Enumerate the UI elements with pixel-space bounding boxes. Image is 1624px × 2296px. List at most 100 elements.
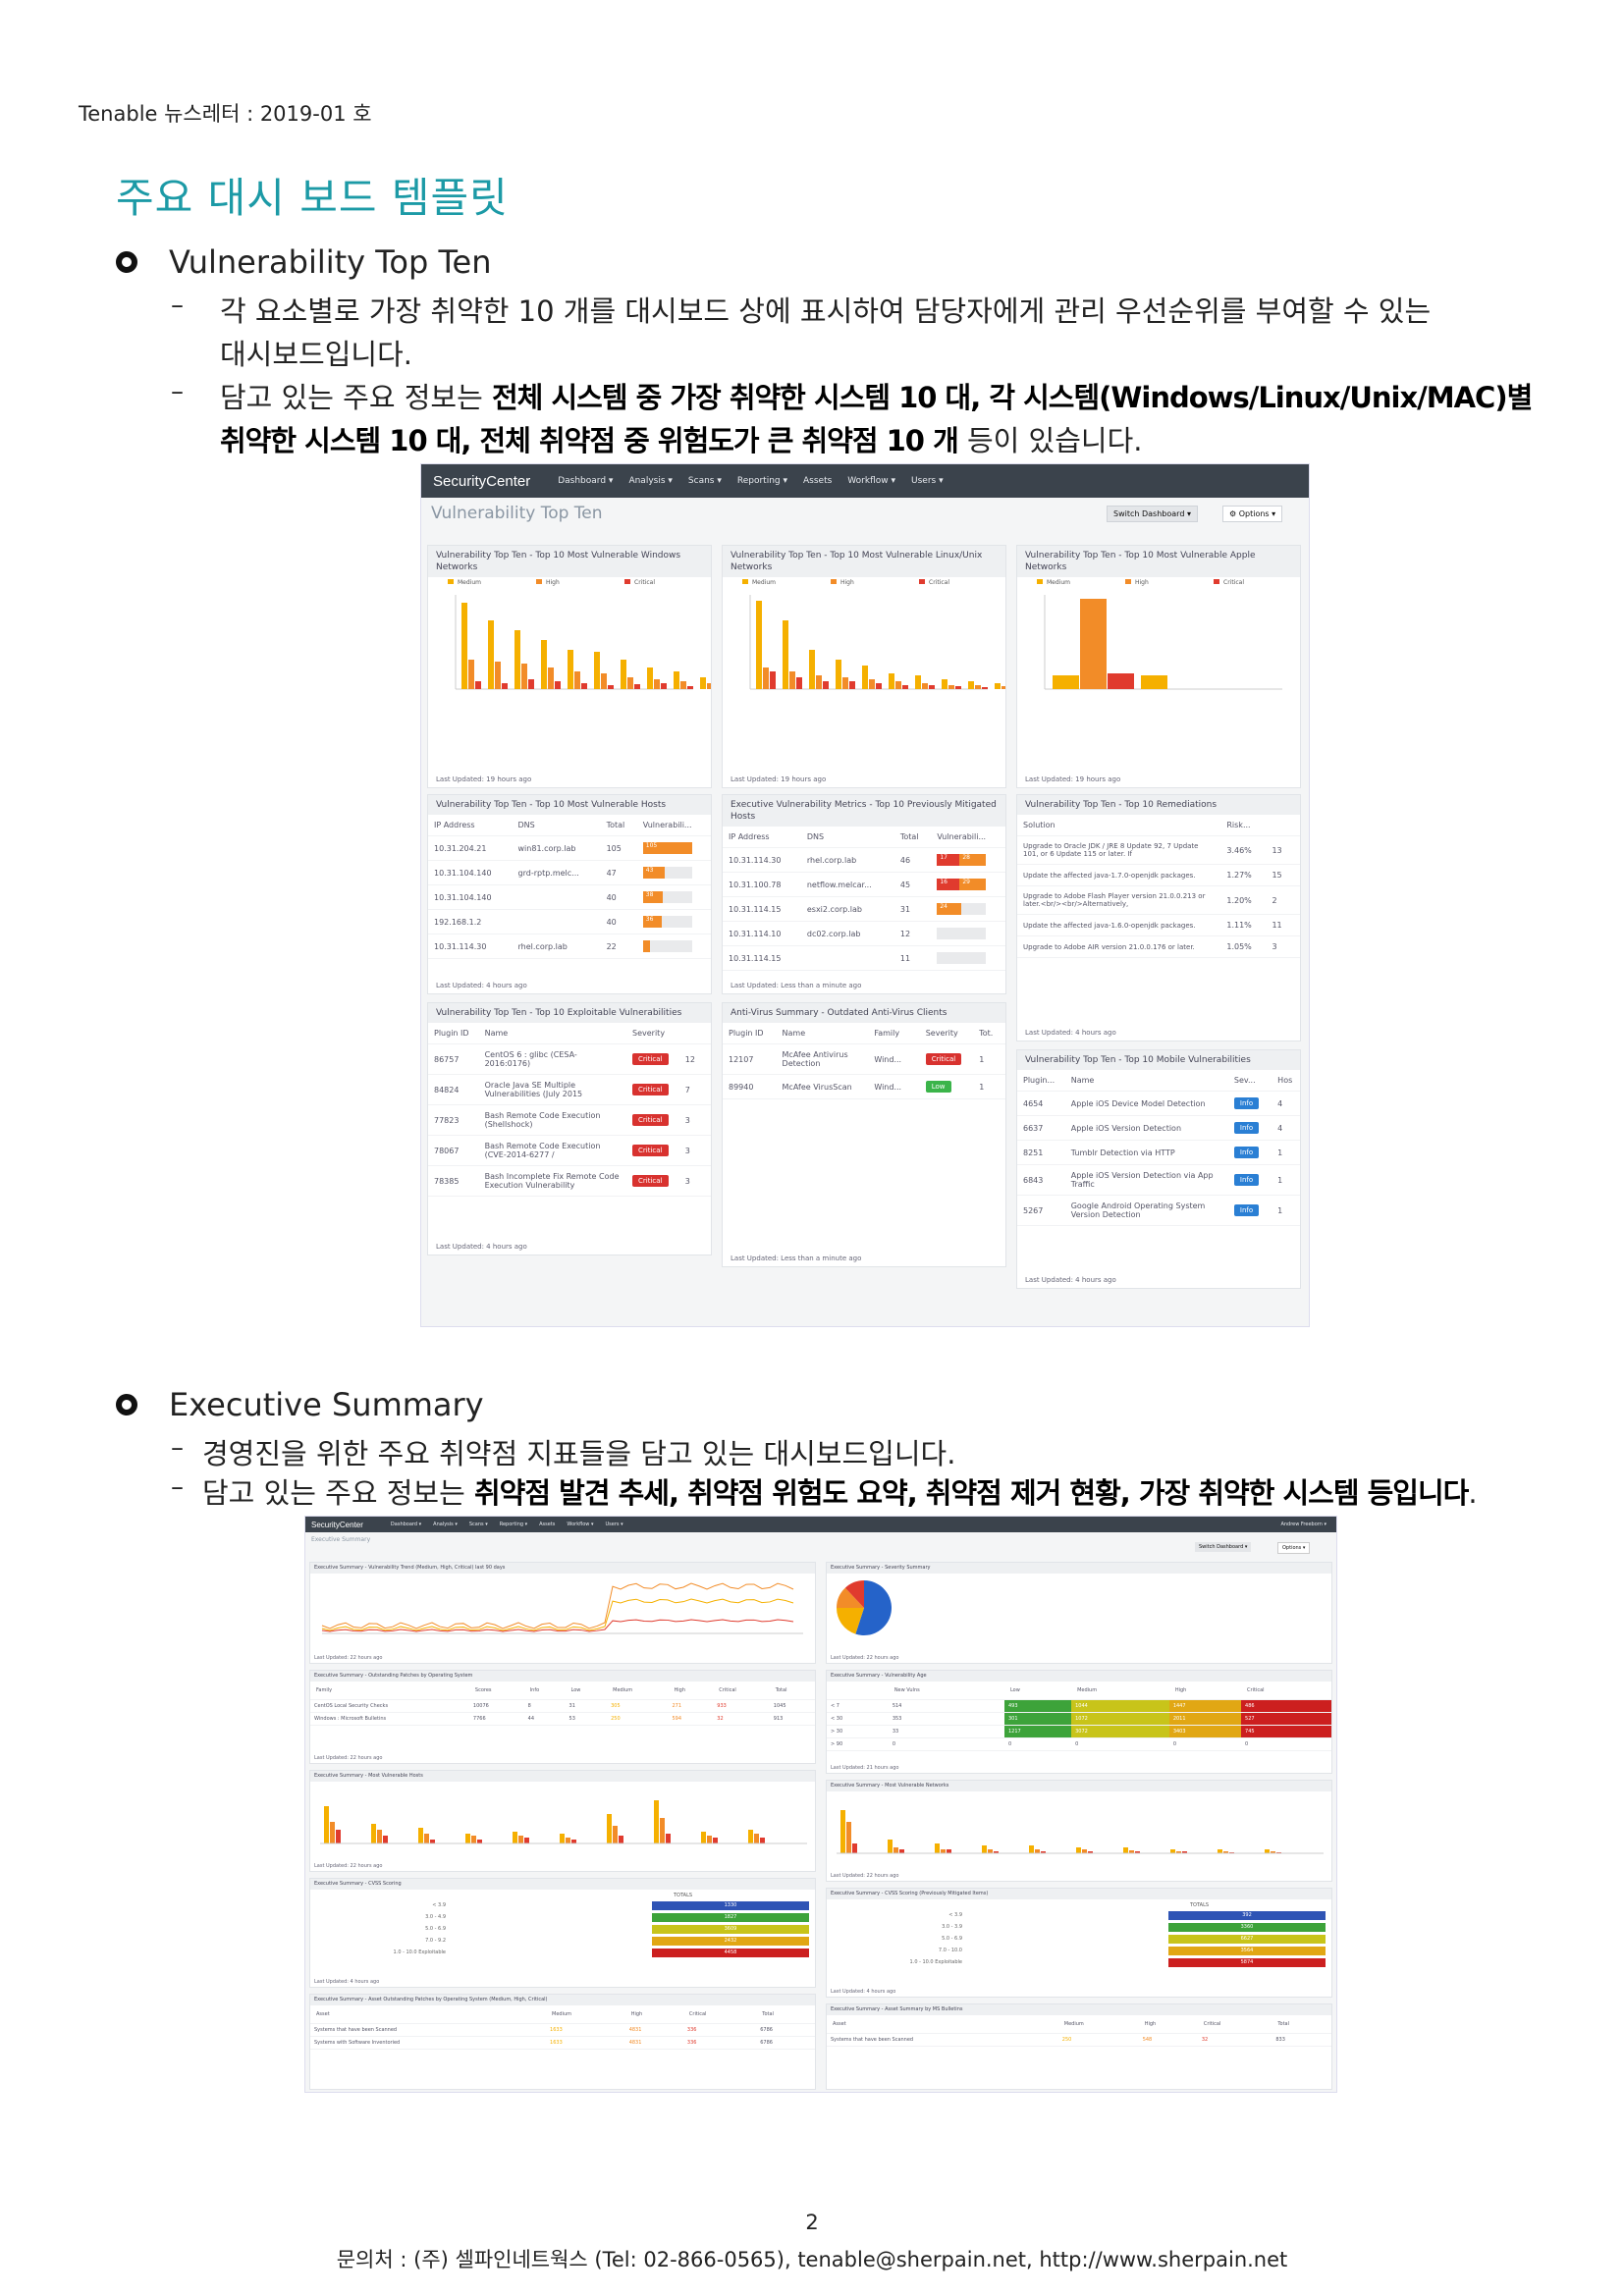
table-row[interactable]: Windows : Microsoft Bulletins 7766 44 53 250… (310, 1712, 815, 1726)
options-button[interactable]: Options ▾ (1277, 1542, 1311, 1554)
dash-icon: – (171, 1472, 184, 1502)
table-row[interactable]: 6637 Apple iOS Version Detection Info 4 (1017, 1115, 1300, 1141)
table-cell: 2 (1266, 885, 1300, 915)
table-row[interactable]: > 30 33 1217 3072 3403 745 (827, 1725, 1331, 1738)
nav-scans[interactable]: Scans ▾ (468, 1522, 488, 1527)
table-cell: 336 (682, 2036, 757, 2050)
table-row[interactable]: 86757 CentOS 6 : glibc (CESA-2016:0176) Cr… (428, 1043, 711, 1075)
table-cell: 10.31.204.21 (428, 835, 513, 861)
bar (849, 681, 855, 689)
dashboard-title: Vulnerability Top Ten (431, 504, 603, 523)
options-button[interactable]: ⚙ Options ▾ (1222, 506, 1283, 522)
table-row[interactable]: Upgrade to Oracle JDK / JRE 8 Update 92,… (1017, 835, 1300, 865)
table-row[interactable]: 10.31.114.30 rhel.corp.lab 46 17 28 (723, 847, 1005, 873)
table-row[interactable]: 10.31.104.140 grd-rptp.melc... 47 43 (428, 860, 711, 885)
table-row[interactable]: CentOS Local Security Checks 10076 8 31 305 2… (310, 1699, 815, 1713)
nav-users[interactable]: Users ▾ (605, 1522, 623, 1527)
bar (1141, 675, 1167, 689)
table-cell: 77823 (428, 1104, 479, 1136)
table-row[interactable]: 10.31.114.15 esxi2.corp.lab 31 24 (723, 896, 1005, 922)
table-row[interactable]: Systems that have been Scanned 1633 4831 33… (310, 2023, 815, 2037)
panel-windows-networks: Vulnerability Top Ten - Top 10 Most Vuln… (427, 545, 712, 788)
vuln-bar: 105 (642, 842, 692, 854)
table-cell: 0 (888, 1737, 1004, 1751)
nav-workflow[interactable]: Workflow ▾ (567, 1522, 594, 1527)
column-header: Medium (607, 1682, 669, 1700)
bar (836, 660, 841, 689)
table-cell: Info (1227, 1195, 1272, 1226)
table-row[interactable]: Update the affected java-1.6.0-openjdk p… (1017, 914, 1300, 936)
switch-dashboard-button[interactable]: Switch Dashboard ▾ (1107, 506, 1198, 522)
table-row[interactable]: 10.31.114.15 11 (723, 945, 1005, 971)
nav-users[interactable]: Users ▾ (911, 476, 944, 486)
table-row[interactable]: 10.31.100.78 netflow.melcar... 45 16 29 (723, 872, 1005, 897)
table-row[interactable]: Systems that have been Scanned 250 548 32 83… (827, 2033, 1331, 2047)
column-header: High (624, 2005, 683, 2024)
panel-vuln-age: Executive Summary - Vulnerability Age Ne… (826, 1670, 1332, 1774)
nav-analysis[interactable]: Analysis ▾ (628, 476, 673, 486)
table-cell: 10.31.114.30 (428, 934, 513, 959)
mobile-table: Plugin... Name Sev... Hos 4654 Apple iOS Dev… (1017, 1070, 1300, 1226)
panel-apple-networks: Vulnerability Top Ten - Top 10 Most Vuln… (1016, 545, 1301, 788)
nav-scans[interactable]: Scans ▾ (687, 476, 722, 486)
table-cell: 53 (565, 1712, 608, 1726)
nav-assets[interactable]: Assets (803, 476, 833, 486)
table-row[interactable]: 10.31.104.140 40 38 (428, 884, 711, 910)
hosts-table: IP Address DNS Total Vulnerabili... 10.31.2… (428, 815, 711, 959)
bar (1265, 1849, 1270, 1853)
table-row[interactable]: 78385 Bash Incomplete Fix Remote Code Exe… (428, 1165, 711, 1197)
panel-most-vulnerable-hosts: Executive Summary - Most Vulnerable Host… (309, 1770, 816, 1872)
cvss-label: 7.0 - 10.0 (938, 1948, 962, 1953)
table-row[interactable]: 10.31.204.21 win81.corp.lab 105 105 (428, 835, 711, 861)
table-cell: 2011 (1168, 1712, 1242, 1726)
bar (895, 681, 901, 689)
table-row[interactable]: Upgrade to Adobe Flash Player version 21… (1017, 885, 1300, 915)
table-row[interactable]: 192.168.1.2 40 36 (428, 909, 711, 934)
bar (869, 679, 875, 689)
table-row[interactable]: 8251 Tumblr Detection via HTTP Info 1 (1017, 1140, 1300, 1165)
table-row[interactable]: 84824 Oracle Java SE Multiple Vulnerabili… (428, 1074, 711, 1105)
switch-dashboard-button[interactable]: Switch Dashboard ▾ (1195, 1542, 1252, 1552)
nav-reporting[interactable]: Reporting ▾ (499, 1522, 528, 1527)
table-cell: 13 (1266, 835, 1300, 865)
table-row[interactable]: 6843 Apple iOS Version Detection via App … (1017, 1164, 1300, 1196)
table-row[interactable]: 10.31.114.10 dc02.corp.lab 12 (723, 921, 1005, 946)
svg-text:High: High (1135, 579, 1149, 586)
table-row[interactable]: Upgrade to Adobe AIR version 21.0.0.176 … (1017, 935, 1300, 958)
table-row[interactable]: 10.31.114.30 rhel.corp.lab 22 (428, 934, 711, 959)
table-row[interactable]: 89940 McAfee VirusScan Wind... Low 1 (723, 1074, 1005, 1099)
table-cell: McAfee VirusScan (776, 1074, 869, 1099)
bar (789, 671, 795, 689)
bar (707, 1836, 712, 1843)
table-row[interactable]: 78067 Bash Remote Code Execution (CVE-201… (428, 1135, 711, 1166)
table-cell: 192.168.1.2 (428, 909, 513, 934)
nav-assets[interactable]: Assets (539, 1522, 556, 1527)
top-navbar: SecurityCenter Dashboard ▾ Analysis ▾ Sc… (305, 1517, 1336, 1532)
panel-title: Vulnerability Top Ten - Top 10 Remediati… (1017, 795, 1300, 815)
bar (756, 601, 762, 689)
table-cell: 301 (1003, 1712, 1072, 1726)
table-row[interactable]: < 7 514 493 1044 1447 486 (827, 1699, 1331, 1713)
dash-icon: – (171, 291, 184, 320)
table-row[interactable]: 77823 Bash Remote Code Execution (Shellsh… (428, 1104, 711, 1136)
table-cell: Apple iOS Version Detection (1064, 1115, 1228, 1141)
dash-icon: – (171, 377, 184, 406)
nav-dashboard[interactable]: Dashboard ▾ (558, 476, 614, 486)
table-row[interactable]: Systems with Software Inventoried 1633 483… (310, 2036, 815, 2050)
column-header: Asset (827, 2015, 1058, 2034)
nav-dashboard[interactable]: Dashboard ▾ (390, 1522, 422, 1527)
table-row[interactable]: 12107 McAfee Antivirus Detection Wind... Cr… (723, 1043, 1005, 1075)
table-row[interactable]: < 30 353 301 1072 2011 527 (827, 1712, 1331, 1726)
user-menu[interactable]: Andrew Freeborn ▾ (1280, 1522, 1326, 1527)
table-row[interactable]: Update the affected java-1.7.0-openjdk p… (1017, 864, 1300, 886)
table-row[interactable]: > 90 0 0 0 0 0 (827, 1737, 1331, 1751)
last-updated: Last Updated: 19 hours ago (1025, 775, 1121, 783)
table-cell: 250 (607, 1712, 669, 1726)
bar (528, 679, 534, 689)
nav-workflow[interactable]: Workflow ▾ (847, 476, 896, 486)
table-row[interactable]: 5267 Google Android Operating System Vers… (1017, 1195, 1300, 1226)
nav-reporting[interactable]: Reporting ▾ (736, 476, 787, 486)
nav-analysis[interactable]: Analysis ▾ (433, 1522, 458, 1527)
table-row[interactable]: 4654 Apple iOS Device Model Detection Info… (1017, 1091, 1300, 1116)
table-cell (636, 934, 711, 959)
